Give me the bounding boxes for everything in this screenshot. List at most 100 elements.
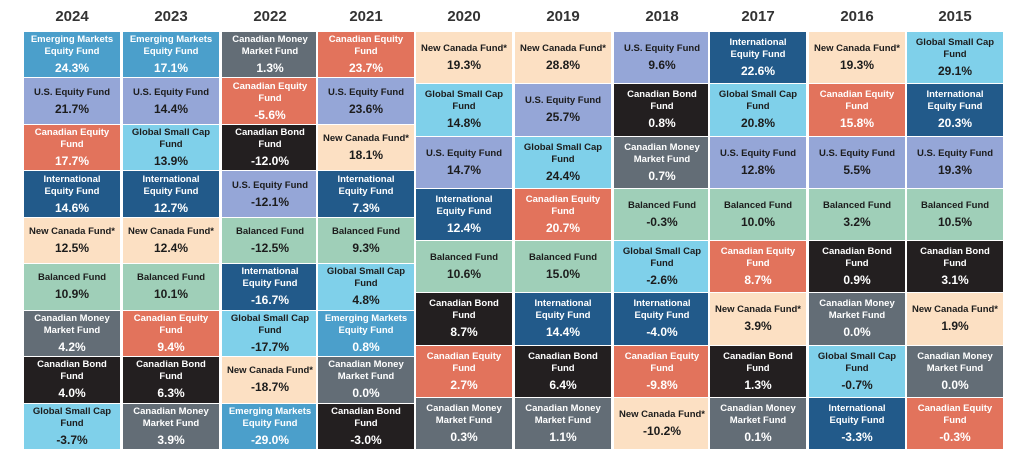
fund-return: 12.5% bbox=[54, 240, 90, 255]
fund-name: Canadian Money Market Fund bbox=[34, 312, 110, 336]
year-header: 2019 bbox=[546, 8, 580, 25]
fund-name: U.S. Equity Fund bbox=[819, 147, 895, 159]
fund-cell: Global Small Cap Fund -0.7% bbox=[809, 345, 905, 398]
fund-cell: Global Small Cap Fund 4.8% bbox=[318, 264, 414, 311]
fund-cell: Balanced Fund -12.5% bbox=[222, 217, 318, 265]
fund-cell: New Canada Fund* 19.3% bbox=[416, 32, 512, 85]
fund-name: Canadian Money Market Fund bbox=[917, 350, 993, 374]
fund-return: 0.8% bbox=[352, 339, 380, 354]
fund-name: Emerging Markets Equity Fund bbox=[228, 405, 312, 429]
fund-cell: Canadian Bond Fund -12.0% bbox=[222, 124, 318, 172]
fund-cell: Canadian Bond Fund 1.3% bbox=[710, 345, 806, 398]
fund-return: 17.7% bbox=[54, 154, 90, 169]
fund-cell: Canadian Money Market Fund 1.3% bbox=[222, 32, 318, 79]
fund-return: 0.0% bbox=[843, 325, 871, 340]
fund-return: 3.9% bbox=[744, 319, 772, 334]
year-header: 2023 bbox=[154, 8, 188, 25]
fund-cell: International Equity Fund 14.4% bbox=[515, 293, 611, 346]
fund-name: New Canada Fund* bbox=[226, 365, 314, 377]
fund-return: 15.0% bbox=[545, 267, 581, 282]
fund-cell: Balanced Fund 10.6% bbox=[416, 241, 512, 294]
fund-return: 19.3% bbox=[937, 162, 973, 177]
fund-name: Global Small Cap Fund bbox=[622, 246, 702, 270]
fund-cell: Global Small Cap Fund 20.8% bbox=[710, 84, 806, 137]
fund-return: 9.4% bbox=[157, 339, 185, 354]
fund-name: U.S. Equity Fund bbox=[917, 147, 993, 159]
fund-cell: Canadian Equity Fund -5.6% bbox=[222, 78, 318, 125]
fund-cell: Global Small Cap Fund 29.1% bbox=[907, 32, 1003, 85]
fund-name: U.S. Equity Fund bbox=[133, 86, 209, 98]
fund-return: 24.3% bbox=[54, 61, 90, 76]
year-header: 2021 bbox=[349, 8, 383, 25]
fund-name: Balanced Fund bbox=[331, 225, 401, 237]
fund-return: 4.2% bbox=[58, 339, 86, 354]
fund-return: 9.6% bbox=[648, 58, 676, 73]
fund-name: New Canada Fund* bbox=[813, 43, 901, 55]
fund-cell: U.S. Equity Fund 25.7% bbox=[515, 84, 611, 137]
fund-return: 6.4% bbox=[549, 377, 577, 392]
fund-name: Balanced Fund bbox=[235, 225, 305, 237]
fund-name: International Equity Fund bbox=[926, 89, 984, 113]
fund-cell: Canadian Equity Fund 2.7% bbox=[416, 345, 512, 398]
column-divider bbox=[316, 32, 318, 450]
column-divider bbox=[513, 32, 515, 450]
fund-cell: Balanced Fund 9.3% bbox=[318, 217, 414, 265]
fund-name: Canadian Bond Fund bbox=[429, 298, 499, 322]
fund-name: Canadian Bond Fund bbox=[920, 246, 990, 270]
fund-name: Global Small Cap Fund bbox=[326, 266, 406, 290]
fund-cell: U.S. Equity Fund 19.3% bbox=[907, 136, 1003, 189]
fund-return: -29.0% bbox=[250, 432, 290, 447]
column-divider bbox=[807, 32, 809, 450]
fund-cell: Canadian Equity Fund -9.8% bbox=[614, 345, 710, 398]
fund-cell: New Canada Fund* 28.8% bbox=[515, 32, 611, 85]
fund-return: 10.1% bbox=[153, 287, 189, 302]
fund-return: 22.6% bbox=[740, 64, 776, 79]
fund-cell: International Equity Fund 7.3% bbox=[318, 171, 414, 218]
fund-name: Canadian Bond Fund bbox=[627, 89, 697, 113]
fund-return: 4.8% bbox=[352, 293, 380, 308]
fund-name: Canadian Money Market Fund bbox=[819, 298, 895, 322]
fund-return: 23.6% bbox=[348, 101, 384, 116]
fund-cell: New Canada Fund* 12.4% bbox=[123, 217, 219, 265]
fund-cell: Emerging Markets Equity Fund 17.1% bbox=[123, 32, 219, 79]
fund-cell: International Equity Fund -16.7% bbox=[222, 264, 318, 311]
fund-name: Canadian Bond Fund bbox=[136, 359, 206, 383]
fund-cell: Global Small Cap Fund -3.7% bbox=[24, 403, 120, 450]
fund-cell: Global Small Cap Fund 13.9% bbox=[123, 124, 219, 172]
fund-cell: U.S. Equity Fund 12.8% bbox=[710, 136, 806, 189]
fund-cell: Canadian Money Market Fund 0.0% bbox=[809, 293, 905, 346]
fund-cell: Canadian Money Market Fund 0.1% bbox=[710, 397, 806, 450]
fund-return: 2.7% bbox=[450, 377, 478, 392]
fund-return: 1.1% bbox=[549, 429, 577, 444]
fund-name: Global Small Cap Fund bbox=[131, 127, 211, 151]
fund-name: International Equity Fund bbox=[828, 402, 886, 426]
fund-name: Global Small Cap Fund bbox=[32, 405, 112, 429]
fund-return: -17.7% bbox=[250, 339, 290, 354]
fund-name: Canadian Equity Fund bbox=[133, 312, 209, 336]
fund-cell: Canadian Equity Fund 15.8% bbox=[809, 84, 905, 137]
fund-name: International Equity Fund bbox=[241, 266, 299, 290]
fund-return: -0.3% bbox=[939, 429, 971, 444]
fund-name: Balanced Fund bbox=[429, 252, 499, 264]
fund-return: 9.3% bbox=[352, 240, 380, 255]
fund-return: 14.4% bbox=[153, 101, 189, 116]
fund-cell: New Canada Fund* 1.9% bbox=[907, 293, 1003, 346]
fund-return: 20.8% bbox=[740, 116, 776, 131]
fund-return: 12.7% bbox=[153, 200, 189, 215]
fund-name: New Canada Fund* bbox=[28, 225, 116, 237]
fund-return: 3.1% bbox=[941, 273, 969, 288]
fund-cell: International Equity Fund 12.4% bbox=[416, 188, 512, 241]
fund-cell: Canadian Equity Fund 23.7% bbox=[318, 32, 414, 79]
fund-cell: International Equity Fund -4.0% bbox=[614, 293, 710, 346]
fund-cell: Canadian Equity Fund 17.7% bbox=[24, 124, 120, 172]
fund-name: Emerging Markets Equity Fund bbox=[324, 312, 408, 336]
fund-cell: Canadian Equity Fund 20.7% bbox=[515, 188, 611, 241]
fund-cell: Global Small Cap Fund 24.4% bbox=[515, 136, 611, 189]
fund-return: 19.3% bbox=[839, 58, 875, 73]
fund-return: -10.2% bbox=[642, 423, 682, 438]
fund-return: 12.8% bbox=[740, 162, 776, 177]
fund-cell: Canadian Money Market Fund 0.0% bbox=[318, 357, 414, 404]
fund-name: Emerging Markets Equity Fund bbox=[129, 34, 213, 58]
fund-return: 1.3% bbox=[744, 377, 772, 392]
